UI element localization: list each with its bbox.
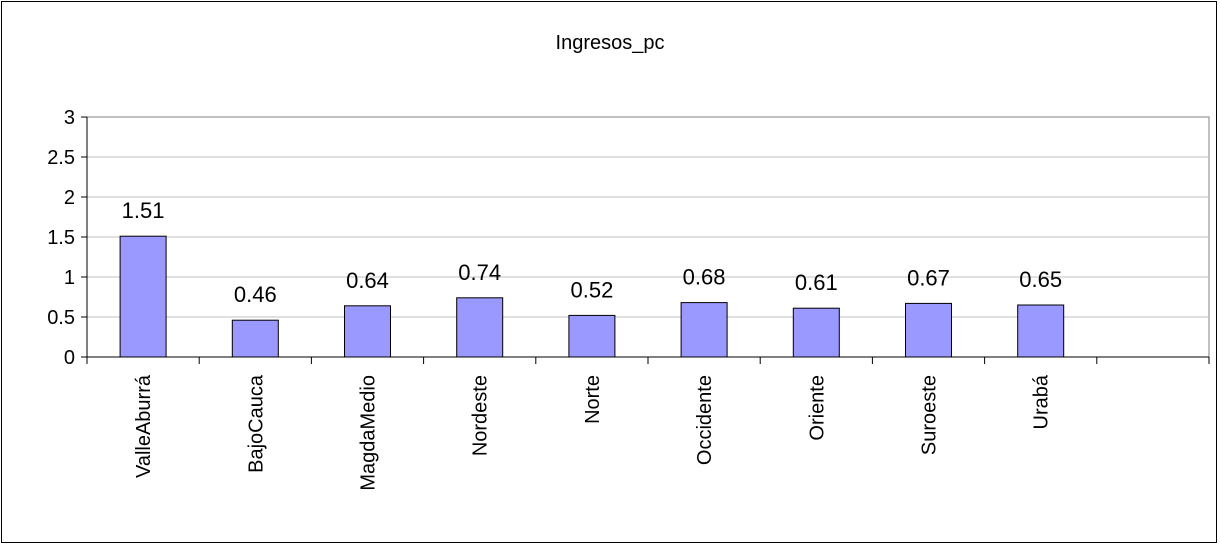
y-tick-label: 2 — [64, 187, 75, 209]
axes — [81, 116, 1210, 364]
bar — [344, 305, 391, 358]
data-labels: 1.51 0.46 0.64 0.74 0.52 0.68 0.61 0.67 0.65 — [122, 198, 1062, 307]
x-category-label: Oriente — [806, 375, 828, 441]
y-tick-label: 0.5 — [47, 307, 75, 329]
x-category-label: Occidente — [694, 375, 716, 465]
bar — [905, 302, 952, 358]
x-category-label: ValleAburrá — [133, 374, 155, 478]
data-label: 0.61 — [795, 270, 838, 295]
data-label: 0.64 — [346, 268, 389, 293]
x-category-label: Nordeste — [470, 375, 492, 456]
data-label: 0.74 — [458, 260, 501, 285]
y-tick-label: 2.5 — [47, 147, 75, 169]
y-tick-label: 3 — [64, 107, 75, 129]
x-category-label: MagdaMedio — [358, 375, 380, 491]
x-category-label: Suroeste — [919, 375, 941, 455]
bar — [568, 314, 616, 358]
y-tick-label: 1.5 — [47, 227, 75, 249]
data-label: 0.46 — [234, 282, 277, 307]
x-category-label: Norte — [582, 375, 604, 424]
data-label: 1.51 — [122, 198, 165, 223]
data-label: 0.68 — [683, 265, 726, 290]
bars — [119, 235, 1065, 358]
y-tick-label: 1 — [64, 267, 75, 289]
bar — [680, 302, 728, 358]
chart-title: Ingresos_pc — [555, 32, 665, 54]
x-category-label: BajoCauca — [245, 374, 267, 473]
bar — [1017, 304, 1065, 358]
bar — [792, 307, 840, 358]
x-category-labels: ValleAburrá BajoCauca MagdaMedio Nordeste No… — [133, 374, 1053, 491]
y-tick-label: 0 — [64, 347, 75, 369]
bar — [119, 235, 167, 358]
bar — [231, 319, 279, 358]
y-tick-labels: 0 0.5 1 1.5 2 2.5 3 — [47, 107, 75, 369]
x-category-label: Urabá — [1031, 374, 1053, 429]
data-label: 0.65 — [1019, 267, 1062, 292]
data-label: 0.52 — [570, 277, 613, 302]
bar — [456, 297, 504, 358]
data-label: 0.67 — [907, 265, 950, 290]
